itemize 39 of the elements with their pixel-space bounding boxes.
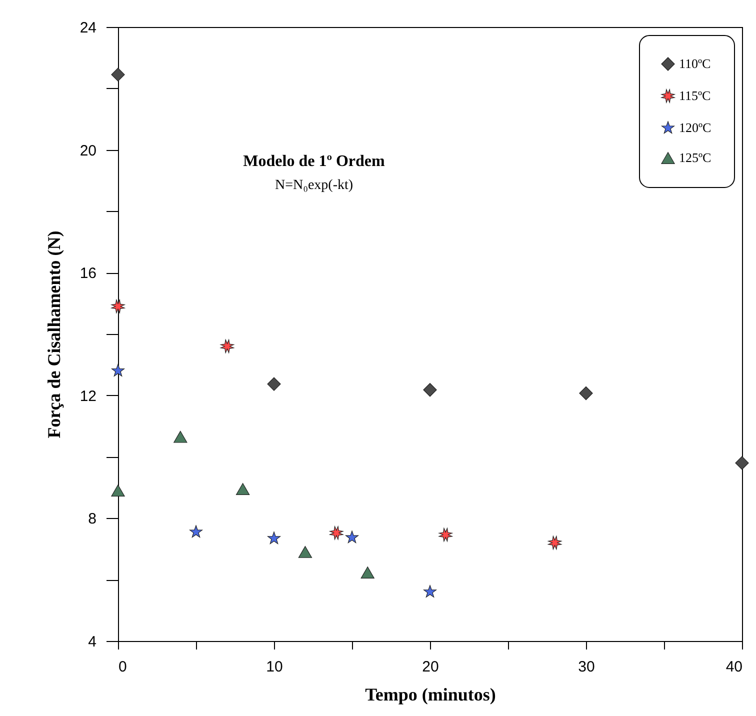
point — [190, 525, 202, 538]
y-tick-label: 4 — [88, 634, 96, 650]
y-tick-label: 24 — [80, 20, 96, 36]
legend-label: 110ºC — [679, 56, 711, 71]
point — [220, 339, 234, 354]
point — [438, 528, 452, 542]
point — [112, 364, 124, 376]
point — [111, 484, 125, 497]
point — [174, 430, 188, 443]
y-axis-title: Força de Cisalhamento (N) — [44, 230, 64, 438]
point — [423, 383, 437, 397]
point — [111, 68, 125, 82]
legend-label: 120ºC — [679, 120, 712, 135]
point — [424, 585, 436, 598]
point — [236, 483, 250, 495]
point — [111, 300, 125, 314]
point — [330, 526, 344, 540]
x-axis-title: Tempo (minutos) — [365, 684, 496, 704]
annotation: Modelo de 1º Ordem — [243, 153, 386, 170]
point — [268, 532, 280, 544]
x-tick-label: 30 — [578, 658, 595, 676]
y-tick-label: 8 — [88, 510, 96, 528]
y-tick-label: 12 — [80, 388, 96, 405]
point — [735, 456, 749, 470]
legend-label: 115ºC — [679, 88, 711, 103]
y-tick-label: 20 — [80, 142, 96, 160]
legend-label: 125ºC — [679, 150, 712, 165]
annotation: N=N₀exp(-kt) — [274, 178, 354, 193]
point — [267, 377, 281, 391]
x-tick-label: 10 — [266, 658, 283, 676]
y-tick-label: 16 — [80, 265, 96, 282]
x-tick-label: 0 — [118, 658, 127, 676]
x-tick-label: 20 — [422, 658, 439, 676]
point — [548, 536, 562, 550]
x-tick-label: 40 — [726, 658, 742, 676]
point — [360, 566, 374, 578]
point — [346, 530, 358, 544]
point — [579, 386, 593, 400]
point — [298, 546, 312, 558]
